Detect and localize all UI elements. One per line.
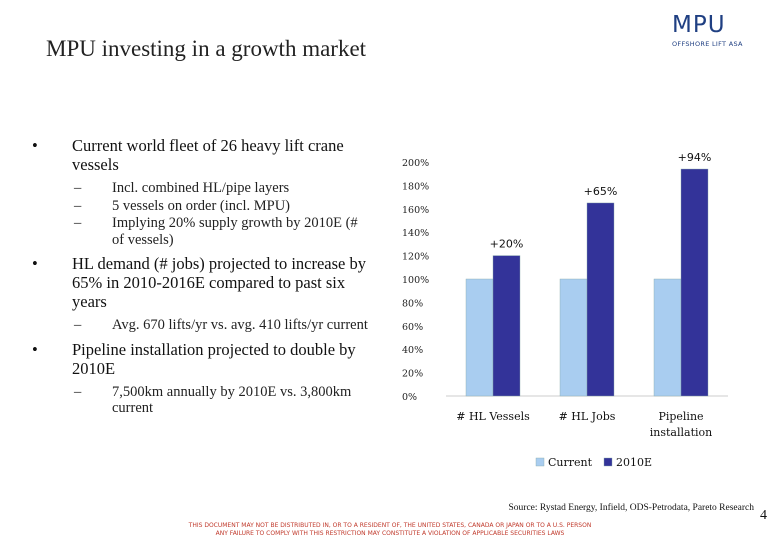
bullet-dot: •	[32, 254, 38, 273]
y-tick-label: 140%	[402, 228, 429, 239]
bar-2010e-0	[492, 255, 521, 397]
sub-bullet-text: Incl. combined HL/pipe layers	[112, 180, 290, 196]
bar-annotation: +94%	[678, 151, 712, 164]
bullet-text: Current world fleet of 26 heavy lift cra…	[72, 136, 344, 174]
sub-bullet-list: – Avg. 670 lifts/yr vs. avg. 410 lifts/yr…	[32, 317, 372, 334]
disclaimer: THIS DOCUMENT MAY NOT BE DISTRIBUTED IN,…	[170, 522, 610, 538]
sub-bullet-list: – 7,500km annually by 2010E vs. 3,800km c…	[32, 384, 372, 417]
bar-current-1	[559, 278, 588, 397]
bar-2010e-2	[680, 168, 709, 397]
y-tick-label: 180%	[402, 181, 429, 192]
bar-2010e-1	[586, 202, 615, 397]
y-tick-label: 100%	[402, 275, 429, 286]
y-tick-label: 80%	[402, 298, 423, 309]
sub-bullet-dash: –	[74, 317, 82, 333]
y-tick-label: 60%	[402, 322, 423, 333]
bullet-item: • Current world fleet of 26 heavy lift cr…	[32, 136, 372, 174]
bar-current-2	[653, 278, 682, 397]
category-label: # HL Vessels	[456, 410, 530, 423]
logo-subtext: OFFSHORE LIFT ASA	[672, 40, 743, 48]
category-label: # HL Jobs	[559, 410, 616, 423]
y-tick-label: 20%	[402, 369, 423, 380]
bullet-list: • Current world fleet of 26 heavy lift cr…	[32, 136, 372, 423]
sub-bullet-item: – 5 vessels on order (incl. MPU)	[32, 198, 372, 215]
logo-text: MPU	[672, 12, 726, 38]
bullet-item: • Pipeline installation projected to doub…	[32, 340, 372, 378]
sub-bullet-item: – 7,500km annually by 2010E vs. 3,800km c…	[32, 384, 372, 417]
y-tick-label: 0%	[402, 392, 417, 403]
company-logo: MPU OFFSHORE LIFT ASA	[666, 12, 766, 58]
sub-bullet-item: – Incl. combined HL/pipe layers	[32, 180, 372, 197]
sub-bullet-text: 7,500km annually by 2010E vs. 3,800km cu…	[112, 383, 352, 417]
y-tick-label: 200%	[402, 158, 429, 169]
y-tick-label: 40%	[402, 345, 423, 356]
y-tick-label: 120%	[402, 252, 429, 263]
bar-annotation: +20%	[490, 238, 524, 251]
bullet-text: Pipeline installation projected to doubl…	[72, 339, 356, 378]
legend-label: Current	[548, 456, 593, 469]
bullet-text: HL demand (# jobs) projected to increase…	[72, 254, 366, 311]
sub-bullet-dash: –	[74, 215, 82, 231]
legend-label: 2010E	[616, 456, 652, 469]
bar-current-0	[465, 278, 494, 397]
disclaimer-line: THIS DOCUMENT MAY NOT BE DISTRIBUTED IN,…	[188, 522, 592, 529]
bar-chart: 0% 20% 40% 60% 80% 100% 120% 140% 160% 180% 200% +2…	[402, 151, 728, 469]
sub-bullet-dash: –	[74, 383, 82, 400]
y-tick-label: 160%	[402, 205, 429, 216]
bar-annotation: +65%	[584, 185, 618, 198]
sub-bullet-text: Avg. 670 lifts/yr vs. avg. 410 lifts/yr …	[112, 317, 368, 333]
sub-bullet-list: – Incl. combined HL/pipe layers – 5 vessels…	[32, 180, 372, 248]
sub-bullet-dash: –	[74, 197, 82, 214]
sub-bullet-item: – Avg. 670 lifts/yr vs. avg. 410 lifts/yr…	[32, 317, 372, 334]
page-number: 4	[760, 508, 767, 523]
source-note: Source: Rystad Energy, Infield, ODS-Petr…	[508, 503, 755, 513]
slide-title: MPU investing in a growth market	[46, 36, 367, 61]
sub-bullet-dash: –	[74, 180, 82, 196]
disclaimer-line: ANY FAILURE TO COMPLY WITH THIS RESTRICT…	[215, 530, 565, 537]
sub-bullet-text: Implying 20% supply growth by 2010E (# o…	[112, 215, 358, 248]
sub-bullet-text: 5 vessels on order (incl. MPU)	[112, 197, 291, 214]
category-label: Pipeline	[658, 410, 703, 423]
bullet-dot: •	[32, 339, 38, 359]
bullet-item: • HL demand (# jobs) projected to increas…	[32, 254, 372, 311]
legend-swatch-2010e	[603, 457, 613, 467]
legend-swatch-current	[535, 457, 545, 467]
bullet-dot: •	[32, 136, 38, 155]
category-label: installation	[650, 426, 712, 439]
sub-bullet-item: – Implying 20% supply growth by 2010E (# …	[32, 215, 372, 248]
